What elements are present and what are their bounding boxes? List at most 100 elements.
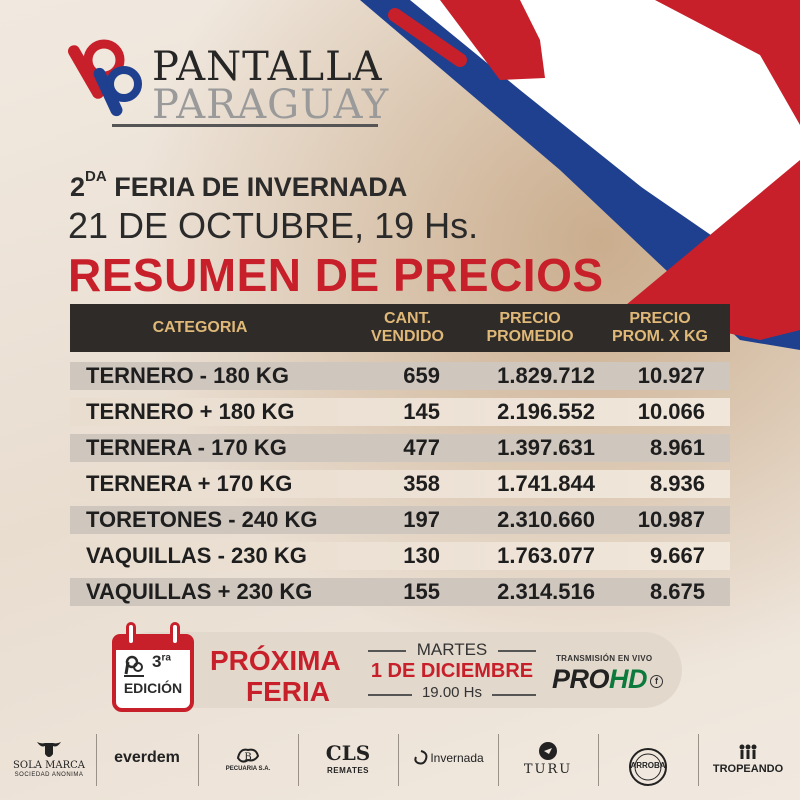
cell-cantidad: 197	[403, 507, 440, 532]
sponsor-pecuaria: B PECUARIA S.A.	[202, 728, 294, 788]
logo-mark-icon	[68, 39, 142, 117]
sponsor-turu: TURU	[502, 728, 594, 788]
sponsor-invernada: Invernada	[400, 728, 496, 788]
cell-precio-kg: 9.667	[649, 543, 705, 568]
table-row: TERNERA + 170 KG 358 1.741.844 8.936	[70, 470, 730, 498]
header-precio-line1: PRECIO	[499, 310, 561, 327]
sponsor-cls: CLS REMATES	[302, 728, 394, 788]
cell-categoria: TERNERA + 170 KG	[86, 471, 293, 496]
logo-small-icon	[124, 655, 144, 677]
cell-cantidad: 130	[403, 543, 440, 568]
sponsor-name: SOLA MARCA	[13, 760, 85, 771]
sponsor-everdem: everdem	[100, 728, 194, 788]
cell-categoria: TORETONES - 240 KG	[86, 507, 318, 532]
table-row: TORETONES - 240 KG 197 2.310.660 10.987	[70, 506, 730, 534]
sponsor-divider	[198, 734, 199, 786]
riders-icon	[739, 744, 757, 759]
sponsor-tropeando: TROPEANDO	[702, 728, 794, 788]
sponsor-divider	[398, 734, 399, 786]
bull-brand-icon: B	[236, 748, 260, 763]
swirl-icon	[414, 750, 428, 765]
cell-precio-kg: 8.961	[649, 435, 705, 460]
cell-precio-promedio: 2.196.552	[497, 399, 595, 424]
cell-precio-kg: 8.675	[649, 579, 705, 604]
sponsor-name: Invernada	[430, 751, 484, 765]
sponsor-arroba: ARROBA	[602, 728, 694, 788]
next-fair-date-main: 1 DE DICIEMBRE	[370, 660, 534, 682]
date-rule-right-bottom	[492, 694, 536, 696]
next-fair-title-1: PRÓXIMA	[210, 645, 341, 676]
cell-cantidad: 358	[403, 471, 440, 496]
sponsor-divider	[698, 734, 699, 786]
next-edition-num: 3	[152, 652, 162, 671]
svg-text:B: B	[244, 752, 251, 763]
brand-line-1: PANTALLA	[152, 44, 383, 90]
sponsor-name: CLS	[325, 741, 371, 765]
cell-categoria: TERNERA - 170 KG	[86, 435, 287, 460]
date-rule-right	[498, 650, 536, 652]
table-header: CATEGORIA CANT. VENDIDO PRECIO PROMEDIO …	[70, 304, 730, 352]
cell-precio-promedio: 2.310.660	[497, 507, 595, 532]
cell-precio-kg: 10.066	[637, 399, 705, 424]
header-cantidad-line1: CANT.	[383, 310, 432, 327]
pantalla-paraguay-logo: PANTALLA PARAGUAY	[62, 38, 388, 134]
cell-precio-promedio: 2.314.516	[497, 579, 595, 604]
cell-categoria: VAQUILLAS - 230 KG	[86, 543, 307, 568]
next-fair-title-2: FERIA	[246, 676, 330, 707]
cell-cantidad: 659	[403, 363, 440, 388]
sponsor-name: everdem	[114, 749, 180, 766]
edition-suffix: DA	[85, 168, 107, 185]
bird-icon	[539, 741, 557, 760]
cell-precio-kg: 10.927	[637, 363, 705, 388]
event-name: 2DA FERIA DE INVERNADA	[70, 168, 408, 203]
next-fair-day: MARTES	[416, 640, 488, 659]
sponsor-name: TROPEANDO	[712, 763, 784, 775]
table-row: TERNERA - 170 KG 477 1.397.631 8.961	[70, 434, 730, 462]
table-row: TERNERO - 180 KG 659 1.829.712 10.927	[70, 362, 730, 390]
header-cantidad-line2: VENDIDO	[371, 328, 444, 345]
cell-precio-promedio: 1.763.077	[497, 543, 595, 568]
header-kg-line2: PROM. X KG	[611, 328, 708, 345]
sponsor-sub: SOCIEDAD ANONIMA	[14, 772, 84, 778]
sponsor-sola-marca: SOLA MARCA SOCIEDAD ANONIMA	[8, 728, 90, 788]
date-rule-left	[368, 650, 406, 652]
header-precio-kg: PRECIO PROM. X KG	[605, 310, 715, 346]
cell-precio-kg: 8.936	[649, 471, 705, 496]
table-row: TERNERO + 180 KG 145 2.196.552 10.066	[70, 398, 730, 426]
sponsor-name: ARROBA	[630, 760, 666, 770]
sponsor-divider	[96, 734, 97, 786]
brand-underline	[112, 124, 378, 127]
cell-categoria: VAQUILLAS + 230 KG	[86, 579, 313, 604]
next-edition-number: 3ra	[152, 652, 171, 672]
next-edition-suffix: ra	[161, 652, 171, 664]
stream-label: TRANSMISIÓN EN VIVO	[556, 654, 653, 663]
table-row: VAQUILLAS - 230 KG 130 1.763.077 9.667	[70, 542, 730, 570]
next-edition-label: EDICIÓN	[123, 680, 183, 696]
sponsor-divider	[598, 734, 599, 786]
cell-cantidad: 477	[403, 435, 440, 460]
event-datetime: 21 DE OCTUBRE, 19 Hs.	[68, 205, 479, 246]
calendar-icon: 3ra EDICIÓN	[112, 622, 194, 712]
cell-cantidad: 145	[403, 399, 440, 424]
header-cantidad: CANT. VENDIDO	[360, 310, 455, 346]
prohd-logo: PROHD	[552, 664, 648, 695]
cell-cantidad: 155	[403, 579, 440, 604]
prohd-brand-a: PRO	[552, 664, 610, 694]
seal-icon	[629, 747, 667, 786]
prohd-brand-b: HD	[609, 664, 648, 694]
next-fair-time: 19.00 Hs	[421, 684, 483, 701]
sponsor-name: TURU	[523, 761, 573, 777]
header-kg-line1: PRECIO	[629, 310, 691, 327]
calendar-header	[112, 634, 194, 650]
event-title: FERIA DE INVERNADA	[114, 172, 408, 202]
next-fair-date: MARTES 1 DE DICIEMBRE 19.00 Hs	[368, 638, 536, 706]
table-row: VAQUILLAS + 230 KG 155 2.314.516 8.675	[70, 578, 730, 606]
cell-precio-promedio: 1.829.712	[497, 363, 595, 388]
sponsor-divider	[298, 734, 299, 786]
cell-categoria: TERNERO + 180 KG	[86, 399, 295, 424]
sponsor-sub: REMATES	[326, 766, 370, 775]
facebook-icon: f	[650, 675, 663, 688]
edition-number: 2	[70, 172, 86, 202]
cell-categoria: TERNERO - 180 KG	[86, 363, 289, 388]
